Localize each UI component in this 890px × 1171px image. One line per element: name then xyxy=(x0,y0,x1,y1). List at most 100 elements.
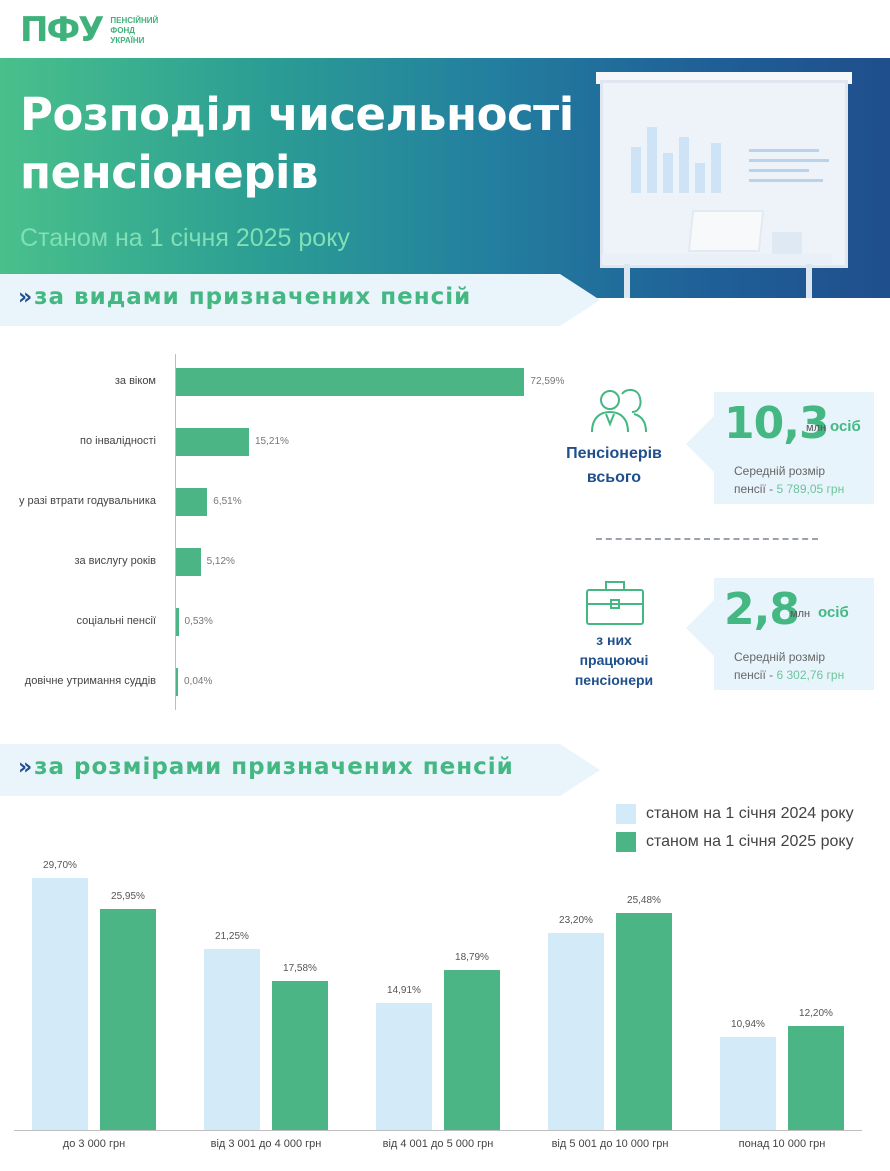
bar xyxy=(176,668,178,696)
desk-leg-illustration xyxy=(624,264,630,298)
x-axis-line xyxy=(14,1130,862,1131)
logo-line: УКРАЇНИ xyxy=(110,36,145,45)
bar xyxy=(444,970,500,1130)
stat-working-label: з них працюючі пенсіонери xyxy=(544,630,684,690)
bar xyxy=(100,909,156,1130)
board-line-illustration xyxy=(749,159,829,162)
avg-line: пенсії - 6 302,76 грн xyxy=(734,666,844,684)
stat-value: 10,3 xyxy=(724,398,830,449)
section-title: ›› за розмірами призначених пенсій xyxy=(18,754,514,780)
stat-unit: млн xyxy=(806,422,827,434)
avg-line: пенсії - 5 789,05 грн xyxy=(734,480,844,498)
y-axis-line xyxy=(175,354,176,710)
label-line: Пенсіонерів xyxy=(566,445,662,462)
logo-text: ПЕНСІЙНИЙ ФОНД УКРАЇНИ xyxy=(110,16,158,46)
value-label: 29,70% xyxy=(43,859,77,871)
stat-unit: млн xyxy=(790,608,811,620)
category-label: від 5 001 до 10 000 грн xyxy=(551,1138,669,1150)
desk-illustration xyxy=(602,254,832,264)
board-bar-illustration xyxy=(631,147,641,193)
header-banner: Розподіл чисельності пенсіонерів Станом … xyxy=(0,58,890,298)
avg-prefix: пенсії - xyxy=(734,482,777,496)
board-bar-illustration xyxy=(647,127,657,193)
category-label: понад 10 000 грн xyxy=(738,1138,826,1150)
stat-average: Середній розмір пенсії - 5 789,05 грн xyxy=(734,462,844,498)
board-bar-illustration xyxy=(695,163,705,193)
section-header-sizes: ›› за розмірами призначених пенсій xyxy=(0,744,600,796)
bar xyxy=(788,1026,844,1130)
cup-illustration xyxy=(772,232,802,254)
avg-value: 5 789,05 грн xyxy=(776,482,845,496)
category-label: довічне утримання суддів xyxy=(24,675,156,687)
double-chevron-icon: ›› xyxy=(18,755,32,780)
section-title-text: за розмірами призначених пенсій xyxy=(34,754,514,780)
bar xyxy=(204,949,260,1130)
category-label: за віком xyxy=(114,375,156,387)
category-label: за вислугу років xyxy=(74,555,156,567)
bar xyxy=(176,428,249,456)
legend-label: станом на 1 січня 2024 року xyxy=(646,805,854,822)
stat-average: Середній розмір пенсії - 6 302,76 грн xyxy=(734,648,844,684)
avg-value: 6 302,76 грн xyxy=(776,668,845,682)
category-label: у разі втрати годувальника xyxy=(18,495,156,507)
bar xyxy=(548,932,604,1130)
value-label: 0,53% xyxy=(184,616,213,627)
value-label: 12,20% xyxy=(799,1008,833,1020)
board-bar-illustration xyxy=(711,143,721,193)
avg-prefix: пенсії - xyxy=(734,668,777,682)
stat-total-label: Пенсіонерів всього xyxy=(544,442,684,490)
value-label: 10,94% xyxy=(731,1019,765,1030)
board-chart-illustration xyxy=(631,123,727,193)
value-label: 0,04% xyxy=(184,676,213,687)
label-line: всього xyxy=(586,469,642,486)
stat-unit-people: осіб xyxy=(818,604,849,621)
value-label: 17,58% xyxy=(283,962,317,974)
category-label: до 3 000 грн xyxy=(62,1138,126,1150)
board-bar-illustration xyxy=(663,153,673,193)
briefcase-icon xyxy=(586,581,644,625)
board-line-illustration xyxy=(749,149,819,152)
bar xyxy=(176,368,525,396)
label-line: пенсіонери xyxy=(574,672,654,688)
value-label: 25,48% xyxy=(627,895,661,907)
category-label: по інвалідності xyxy=(80,435,156,447)
value-label: 25,95% xyxy=(111,891,145,903)
value-label: 6,51% xyxy=(213,496,242,507)
bar xyxy=(176,488,208,516)
category-label: від 4 001 до 5 000 грн xyxy=(382,1138,494,1150)
value-label: 15,21% xyxy=(255,436,289,447)
value-label: 5,12% xyxy=(206,556,235,567)
legend-swatch xyxy=(616,832,636,852)
value-label: 21,25% xyxy=(215,931,249,943)
value-label: 23,20% xyxy=(559,914,593,926)
logo-line: ФОНД xyxy=(110,26,135,35)
stat-pointer xyxy=(686,598,716,658)
logo-line: ПЕНСІЙНИЙ xyxy=(110,16,159,25)
bar xyxy=(272,980,328,1130)
divider xyxy=(596,538,818,540)
board-bar-illustration xyxy=(679,137,689,193)
legend-label: станом на 1 січня 2025 року xyxy=(646,833,854,850)
avg-line: Середній розмір xyxy=(734,464,826,478)
legend-swatch xyxy=(616,804,636,824)
page-title: Розподіл чисельності пенсіонерів xyxy=(20,86,574,202)
section-header-types: ›› за видами призначених пенсій xyxy=(0,274,600,326)
stat-pointer xyxy=(686,414,716,474)
bar xyxy=(616,913,672,1130)
presentation-board-illustration xyxy=(600,80,848,268)
stat-value: 2,8 xyxy=(724,584,800,635)
bar xyxy=(720,1037,776,1130)
value-label: 72,59% xyxy=(530,376,565,387)
people-icon xyxy=(591,388,647,433)
stat-total-box: 10,3 млн осіб Середній розмір пенсії - 5… xyxy=(714,392,874,504)
category-label: соціальні пенсії xyxy=(76,615,156,627)
legend-item-2025: станом на 1 січня 2025 року xyxy=(616,832,854,852)
value-label: 14,91% xyxy=(387,985,421,997)
title-line: Розподіл чисельності xyxy=(20,88,574,141)
logo-mark: ПФУ xyxy=(20,10,104,50)
board-line-illustration xyxy=(749,179,823,182)
pension-type-chart: за віком 72,59% по інвалідності 15,21% у раз… xyxy=(0,340,564,720)
stat-working-box: 2,8 млн осіб Середній розмір пенсії - 6 … xyxy=(714,578,874,690)
logo: ПФУ ПЕНСІЙНИЙ ФОНД УКРАЇНИ xyxy=(20,12,158,48)
laptop-illustration xyxy=(687,210,765,252)
